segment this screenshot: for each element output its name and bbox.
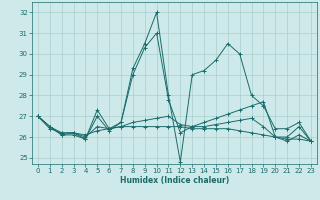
X-axis label: Humidex (Indice chaleur): Humidex (Indice chaleur) (120, 176, 229, 185)
